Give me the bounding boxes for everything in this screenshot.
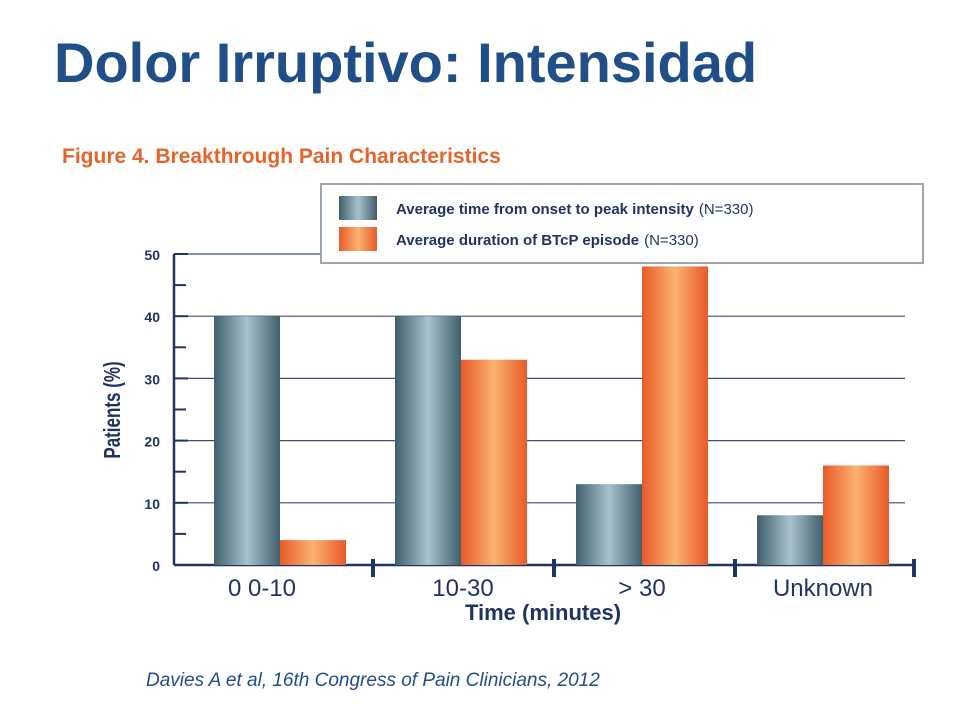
bar (395, 316, 461, 565)
y-tick-label: 10 (144, 496, 160, 512)
x-axis-label: Time (minutes) (465, 600, 621, 625)
bar (823, 465, 889, 565)
bar (461, 359, 527, 565)
legend: Average time from onset to peak intensit… (320, 183, 924, 264)
y-axis-label: Patients (%) (101, 361, 126, 458)
y-tick-label: 40 (144, 309, 160, 325)
axis-labels: 0 10 20 30 40 50 Patients (%) 0 0-10 10-30 > 30 Un… (101, 247, 873, 625)
bars (214, 266, 889, 565)
x-tick-label: 10-30 (432, 575, 493, 602)
legend-swatch (339, 227, 377, 251)
x-tick-label: > 30 (618, 575, 665, 602)
bar (757, 515, 823, 565)
bar (642, 266, 708, 565)
bar (280, 540, 346, 565)
citation: Davies A et al, 16th Congress of Pain Cl… (146, 670, 600, 691)
grid-lines (174, 253, 905, 504)
x-tick-label: 0 0-10 (228, 575, 296, 602)
y-tick-label: 30 (144, 371, 160, 387)
y-tick-label: 20 (144, 434, 160, 450)
legend-entry-n: (N=330) (644, 232, 699, 249)
legend-swatch (339, 196, 377, 220)
slide-title: Dolor Irruptivo: Intensidad (54, 31, 758, 94)
bar (214, 316, 280, 565)
y-tick-label: 50 (144, 247, 160, 263)
legend-entry-n: (N=330) (699, 201, 754, 218)
bar (576, 484, 642, 565)
legend-entry-name: Average time from onset to peak intensit… (396, 201, 695, 218)
y-tick-label: 0 (152, 558, 160, 574)
x-tick-label: Unknown (773, 575, 873, 602)
legend-entry: Average duration of BTcP episode (N=330) (396, 232, 699, 249)
legend-entry: Average time from onset to peak intensit… (396, 201, 753, 218)
legend-box (320, 183, 924, 264)
legend-entry-name: Average duration of BTcP episode (396, 232, 639, 249)
figure-caption: Figure 4. Breakthrough Pain Characterist… (62, 145, 501, 168)
